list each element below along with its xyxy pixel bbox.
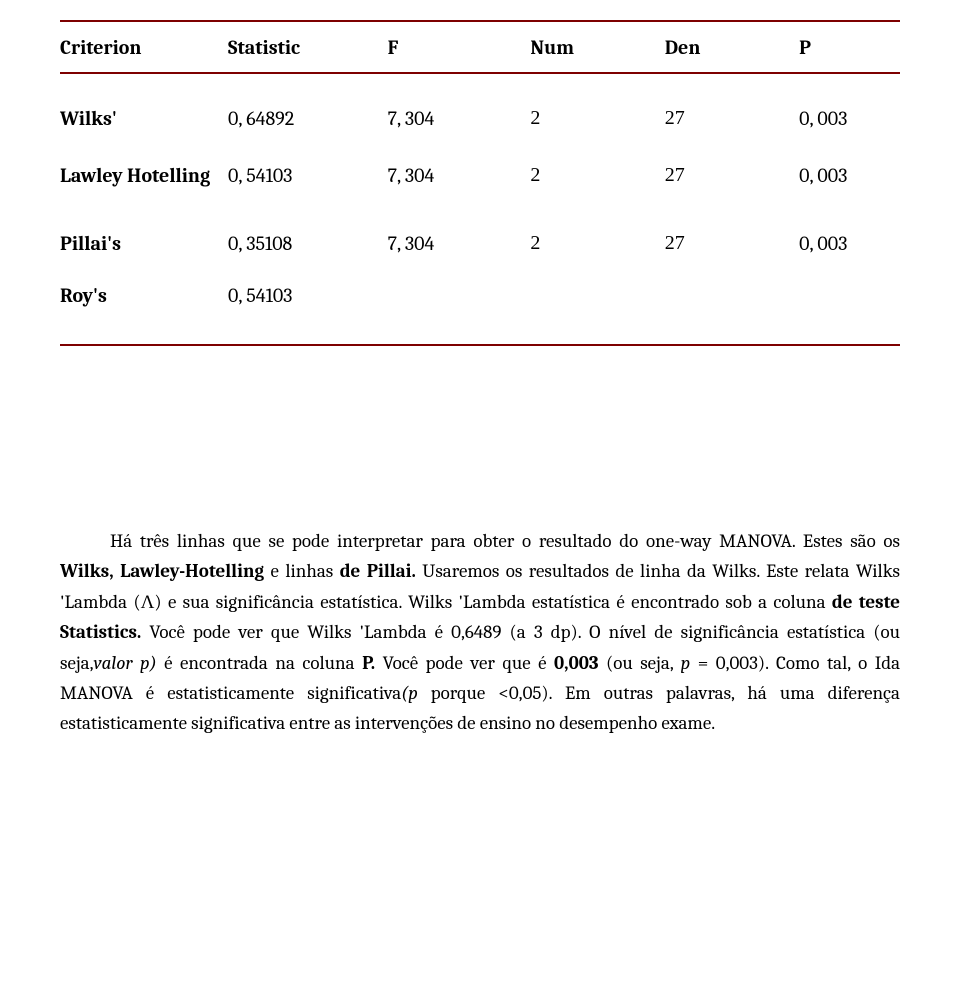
cell-statistic: 0, 54103 — [228, 277, 388, 345]
table-row: Pillai's 0, 35108 7, 304 2 27 0, 003 — [60, 209, 900, 277]
col-criterion: Criterion — [60, 21, 228, 73]
text: e linhas — [271, 560, 340, 582]
table-row: Roy's 0, 54103 — [60, 277, 900, 345]
col-statistic: Statistic — [228, 21, 388, 73]
cell-statistic: 0, 64892 — [228, 73, 388, 141]
cell-num — [530, 277, 664, 345]
italic-text: valor p) — [94, 652, 165, 674]
cell-criterion: Pillai's — [60, 209, 228, 277]
cell-criterion: Roy's — [60, 277, 228, 345]
cell-p: 0, 003 — [799, 141, 900, 209]
cell-statistic: 0, 54103 — [228, 141, 388, 209]
col-p: P — [799, 21, 900, 73]
cell-p: 0, 003 — [799, 73, 900, 141]
bold-text: Wilks, Lawley-Hotelling — [60, 560, 271, 582]
text: é encontrada na coluna — [164, 652, 362, 674]
bold-text: P. — [362, 652, 383, 674]
bold-text: 0,003 — [554, 652, 606, 674]
italic-text: (p — [401, 682, 431, 704]
table-header-row: Criterion Statistic F Num Den P — [60, 21, 900, 73]
cell-f — [388, 277, 531, 345]
table-row: Lawley Hotelling 0, 54103 7, 304 2 27 0,… — [60, 141, 900, 209]
cell-num: 2 — [530, 209, 664, 277]
col-den: Den — [665, 21, 799, 73]
text: (ou seja, — [606, 652, 681, 674]
cell-num: 2 — [530, 73, 664, 141]
cell-criterion: Lawley Hotelling — [60, 141, 228, 209]
bold-text: de Pillai. — [340, 560, 423, 582]
cell-num: 2 — [530, 141, 664, 209]
page: Criterion Statistic F Num Den P Wilks' 0… — [0, 0, 960, 1006]
cell-f: 7, 304 — [388, 73, 531, 141]
cell-f: 7, 304 — [388, 141, 531, 209]
text: Há três linhas que se pode interpretar p… — [110, 530, 900, 552]
cell-den: 27 — [665, 141, 799, 209]
cell-den: 27 — [665, 209, 799, 277]
cell-f: 7, 304 — [388, 209, 531, 277]
manova-table: Criterion Statistic F Num Den P Wilks' 0… — [60, 20, 900, 346]
col-f: F — [388, 21, 531, 73]
cell-den: 27 — [665, 73, 799, 141]
cell-p: 0, 003 — [799, 209, 900, 277]
col-num: Num — [530, 21, 664, 73]
cell-criterion: Wilks' — [60, 73, 228, 141]
cell-den — [665, 277, 799, 345]
cell-statistic: 0, 35108 — [228, 209, 388, 277]
explanation-paragraph: Há três linhas que se pode interpretar p… — [60, 526, 900, 739]
paragraph-text: Há três linhas que se pode interpretar p… — [60, 526, 900, 739]
italic-text: p — [681, 652, 698, 674]
table-row: Wilks' 0, 64892 7, 304 2 27 0, 003 — [60, 73, 900, 141]
text: Você pode ver que é — [383, 652, 554, 674]
cell-p — [799, 277, 900, 345]
